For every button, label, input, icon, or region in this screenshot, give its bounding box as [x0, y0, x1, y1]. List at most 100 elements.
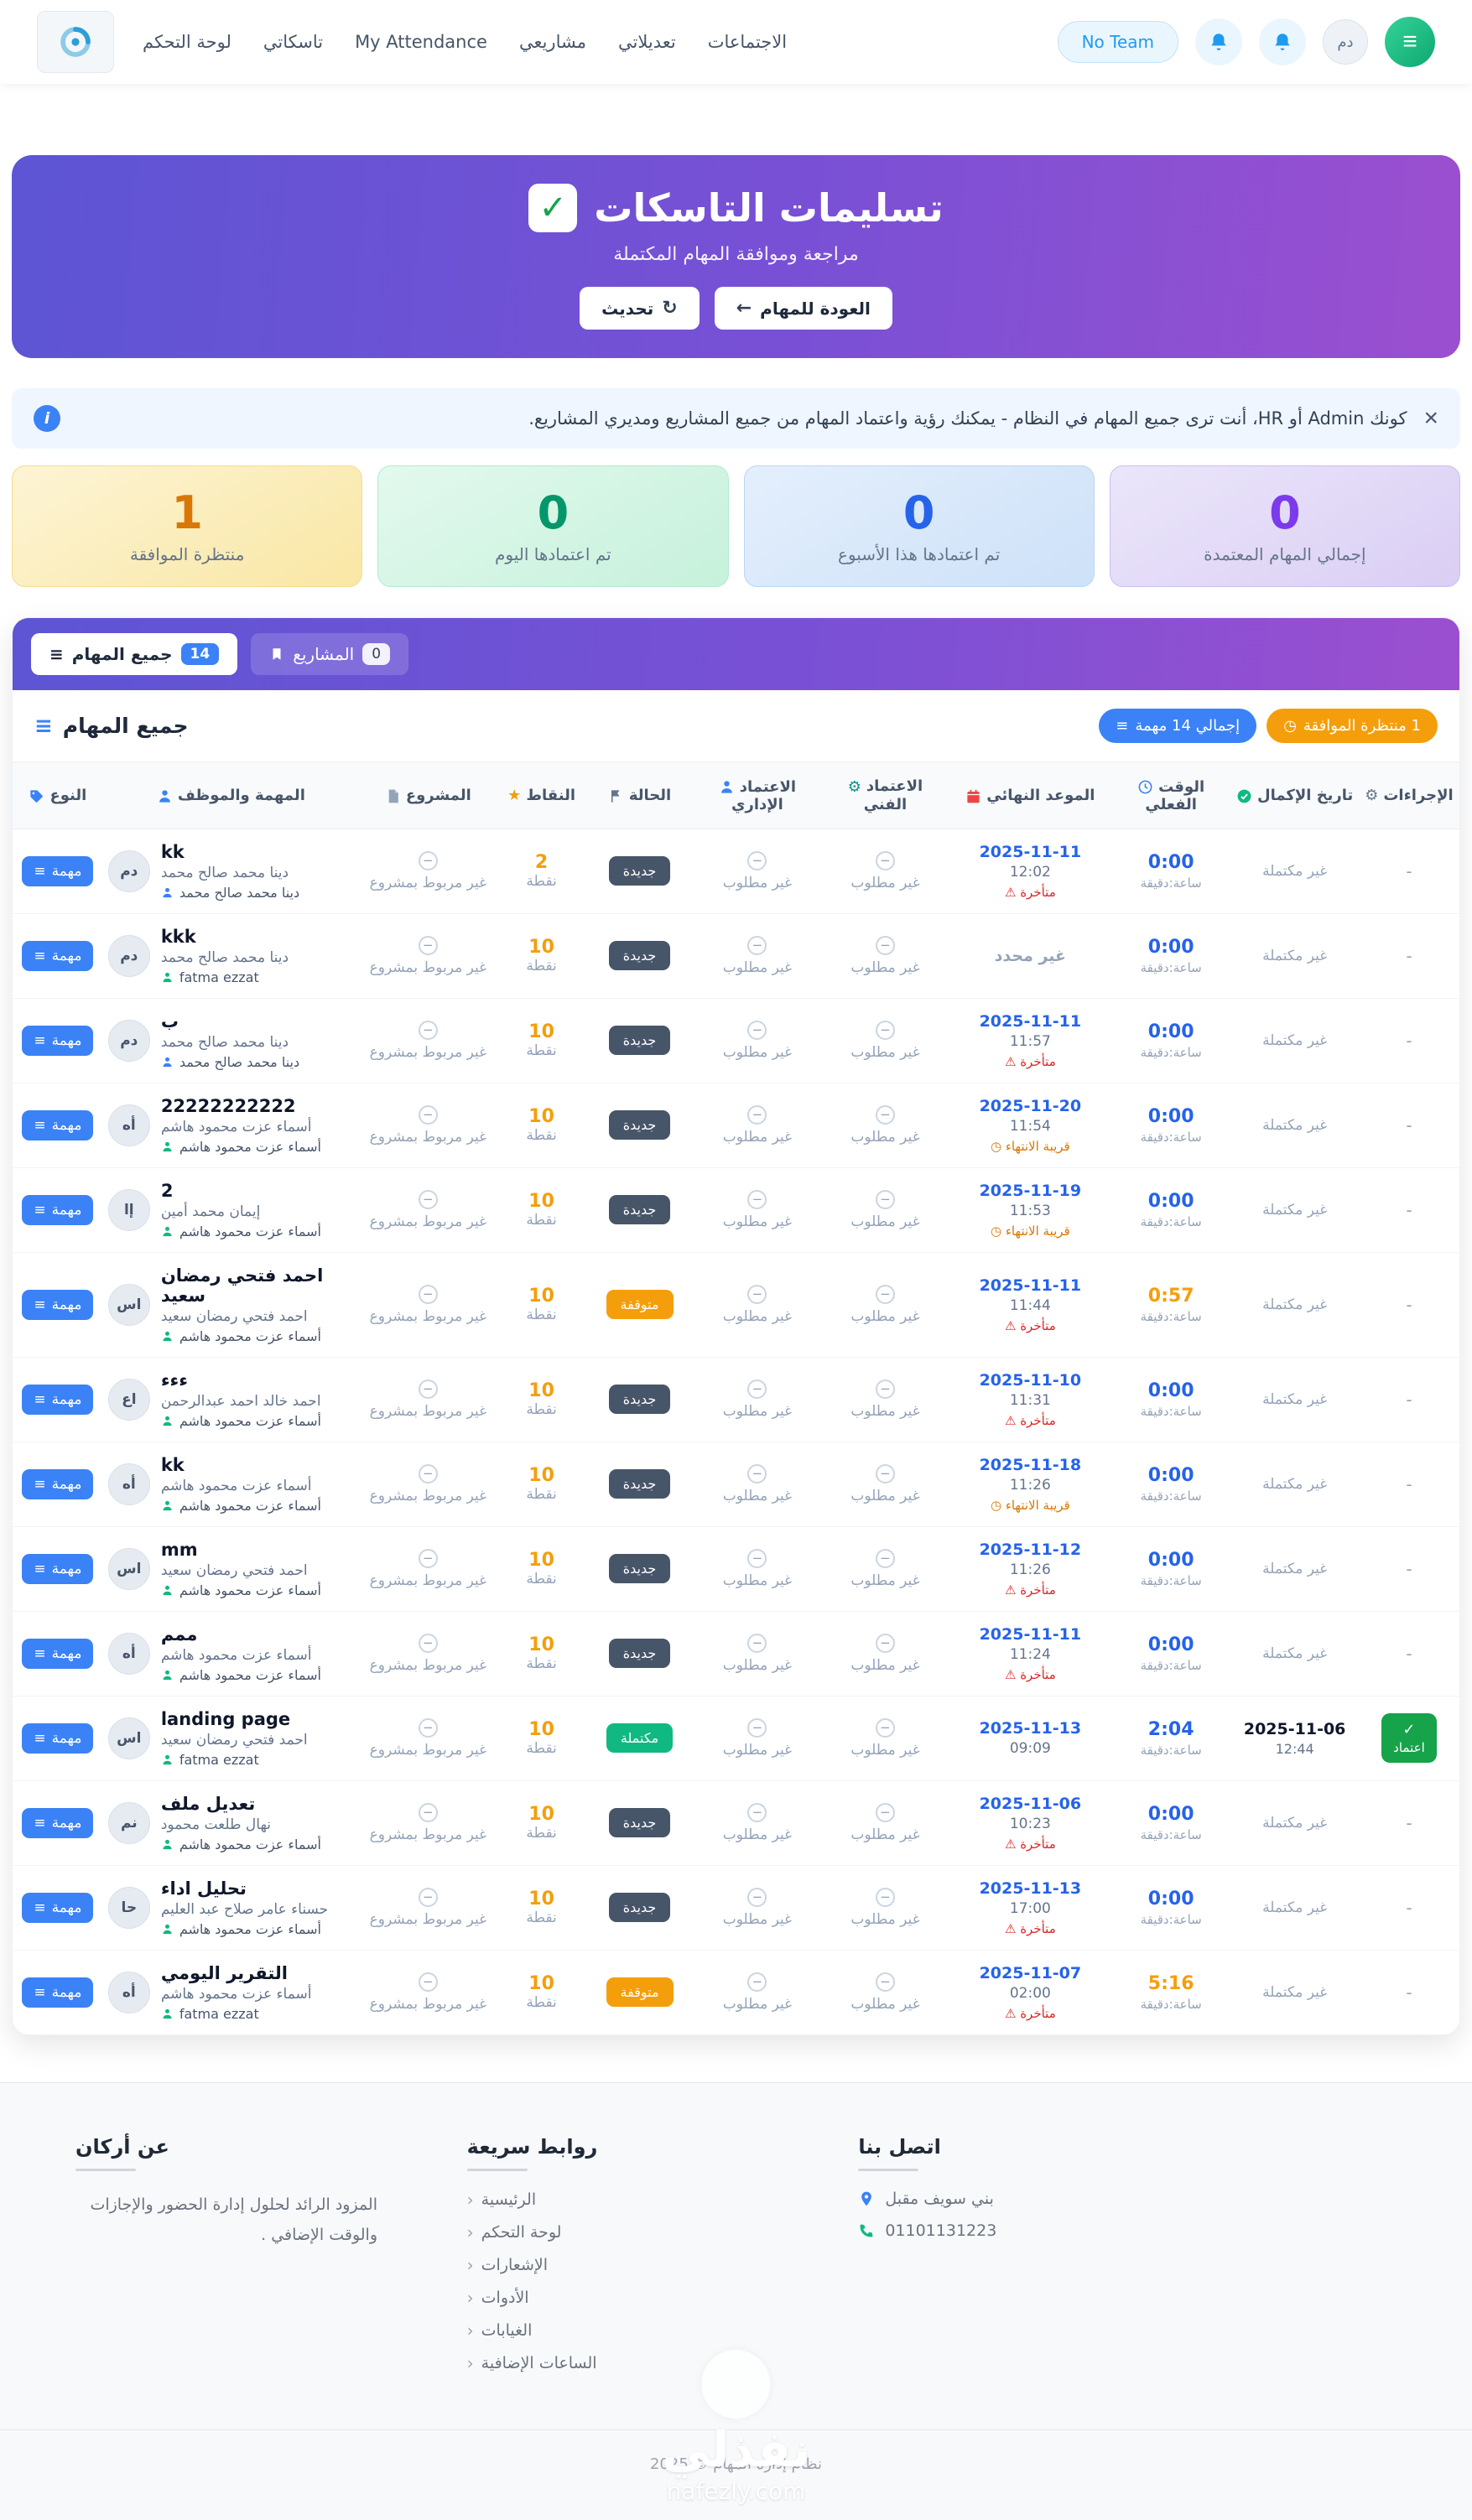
contact-phone[interactable]: 01101131223: [885, 2221, 997, 2240]
points-value: 10: [528, 1106, 554, 1128]
task-title[interactable]: 2: [160, 1180, 174, 1201]
deadline-date: 2025-11-11: [979, 842, 1082, 861]
nav-link[interactable]: الاجتماعات: [707, 32, 788, 52]
section-title: جميع المهام: [62, 714, 189, 739]
task-title[interactable]: ممم: [160, 1624, 198, 1644]
task-title[interactable]: mm: [160, 1539, 198, 1560]
employee-name: نهال طلعت محمود: [160, 1816, 272, 1833]
deadline-time: 11:24: [1009, 1645, 1051, 1663]
deadline-time: 11:53: [1009, 1202, 1051, 1219]
tag-icon: [29, 788, 44, 804]
tech-approval-status: غير مطلوب: [850, 1128, 920, 1146]
table-row: ≡ مهمة أه التقرير اليومي أسماء عزت محمود…: [13, 1950, 1459, 2034]
notifications-bell-button[interactable]: [1195, 18, 1242, 65]
tab-projects[interactable]: المشاريع 0: [251, 633, 409, 676]
dash-circle-icon: −: [418, 1379, 438, 1399]
status-badge: جديدة: [608, 1639, 671, 1669]
close-alert-button[interactable]: ×: [1423, 404, 1438, 432]
status-badge: جديدة: [608, 1893, 671, 1923]
footer-link[interactable]: › الرئيسية: [467, 2190, 825, 2210]
deadline-date: 2025-11-11: [979, 1011, 1082, 1031]
chevron-icon: ›: [466, 2287, 474, 2308]
points-unit: نقطة: [526, 1571, 557, 1588]
tab-all-tasks[interactable]: ≡ جميع المهام 14: [31, 633, 238, 676]
task-title[interactable]: تحليل اداء: [160, 1878, 247, 1899]
manager-name: fatma ezzat: [179, 969, 259, 985]
footer-link[interactable]: › لوحة التحكم: [467, 2222, 825, 2242]
task-type-badge: ≡ مهمة: [22, 1638, 94, 1669]
no-action-dash: -: [1406, 1199, 1412, 1220]
footer-link[interactable]: › الغيابات: [467, 2320, 825, 2341]
dash-circle-icon: −: [747, 1972, 767, 1992]
task-title[interactable]: 22222222222: [160, 1095, 296, 1116]
time-unit-label: ساعة:دقيقة: [1140, 1403, 1202, 1419]
footer-link[interactable]: › الأدوات: [467, 2288, 825, 2308]
nav-link[interactable]: تعديلاتي: [617, 32, 676, 52]
user-avatar[interactable]: دم: [1323, 19, 1368, 65]
dash-circle-icon: −: [875, 1972, 895, 1992]
menu-button[interactable]: ≡: [1385, 17, 1435, 67]
chevron-icon: ›: [466, 2221, 474, 2242]
dash-circle-icon: −: [875, 935, 895, 955]
col-completion-date: تاريخ الإكمال: [1256, 787, 1354, 805]
dash-circle-icon: −: [875, 1020, 895, 1040]
employee-name: احمد خالد احمد عبدالرحمن: [160, 1392, 321, 1410]
footer-link[interactable]: › الساعات الإضافية: [467, 2353, 825, 2373]
task-title[interactable]: احمد فتحي رمضان سعيد: [160, 1265, 324, 1306]
star-icon: ★: [507, 787, 522, 805]
deadline-time: 12:02: [1009, 863, 1051, 881]
location-pin-icon: [861, 2191, 872, 2206]
task-title[interactable]: ب: [160, 1011, 179, 1031]
dash-circle-icon: −: [875, 1887, 895, 1907]
task-title[interactable]: تعديل ملف: [160, 1793, 256, 1814]
time-unit-label: ساعة:دقيقة: [1140, 1308, 1202, 1324]
main-nav: لوحة التحكم تاسكاتي My Attendance مشاريع…: [143, 32, 787, 52]
time-unit-label: ساعة:دقيقة: [1140, 959, 1202, 975]
chevron-icon: ›: [466, 2320, 474, 2341]
no-team-button[interactable]: No Team: [1057, 21, 1178, 63]
deadline-date: 2025-11-13: [979, 1878, 1082, 1898]
table-section-header: ≡ جميع المهام ≡ إجمالي 14 مهمة ◷ 1 منتظر…: [13, 690, 1459, 763]
task-type-badge: ≡ مهمة: [22, 1892, 94, 1923]
time-unit-label: ساعة:دقيقة: [1140, 1996, 1202, 2012]
task-type-badge: ≡ مهمة: [22, 1289, 94, 1320]
points-unit: نقطة: [526, 1825, 557, 1842]
task-title[interactable]: kk: [160, 841, 185, 862]
task-title[interactable]: kk: [160, 1454, 185, 1475]
task-title[interactable]: ءءء: [160, 1369, 189, 1390]
manager-row: أسماء عزت محمود هاشم: [161, 1413, 321, 1429]
task-title[interactable]: التقرير اليومي: [160, 1962, 288, 1983]
alerts-bell-button[interactable]: [1259, 18, 1306, 65]
deadline-status-badge: متأخرة: [1005, 1582, 1056, 1598]
employee-avatar: أه: [107, 1632, 150, 1675]
bell-icon: [1275, 34, 1290, 50]
admin-approval-status: غير مطلوب: [722, 1741, 793, 1759]
employee-name: أسماء عزت محمود هاشم: [160, 1985, 312, 2003]
manager-row: أسماء عزت محمود هاشم: [161, 1582, 321, 1598]
completion-status: غير مكتملة: [1262, 1814, 1328, 1832]
no-action-dash: -: [1406, 1473, 1412, 1494]
refresh-button[interactable]: تحديث ↻: [580, 287, 700, 330]
footer-link[interactable]: › الإشعارات: [467, 2255, 825, 2275]
actual-time: 0:00: [1147, 1190, 1194, 1212]
task-title[interactable]: landing page: [160, 1708, 291, 1729]
nav-link[interactable]: لوحة التحكم: [143, 32, 231, 52]
tech-approval-status: غير مطلوب: [850, 1826, 920, 1843]
admin-approval-status: غير مطلوب: [722, 1656, 793, 1674]
task-title[interactable]: kkk: [160, 926, 196, 947]
app-logo[interactable]: [37, 11, 114, 73]
deadline-date: 2025-11-12: [979, 1540, 1082, 1559]
admin-approval-status: غير مطلوب: [722, 1910, 793, 1928]
deadline-time: 11:57: [1009, 1032, 1051, 1050]
table-row: ≡ مهمة نم تعديل ملف نهال طلعت محمود: [13, 1780, 1459, 1866]
nav-link[interactable]: تاسكاتي: [263, 32, 324, 52]
tasks-table: النوع المهمة والموظف المشروع ★ النقاط الح…: [13, 762, 1459, 2034]
nav-link[interactable]: مشاريعي: [518, 32, 586, 52]
nav-link[interactable]: My Attendance: [355, 32, 487, 52]
approve-button[interactable]: ✓ اعتماد: [1381, 1713, 1437, 1764]
tab-bar: ≡ جميع المهام 14 المشاريع 0: [13, 618, 1459, 691]
arrow-left-icon: ←: [736, 298, 752, 319]
actual-time: 0:00: [1147, 1380, 1194, 1401]
back-to-tasks-button[interactable]: ← العودة للمهام: [714, 287, 892, 330]
employee-avatar: حا: [107, 1886, 150, 1929]
